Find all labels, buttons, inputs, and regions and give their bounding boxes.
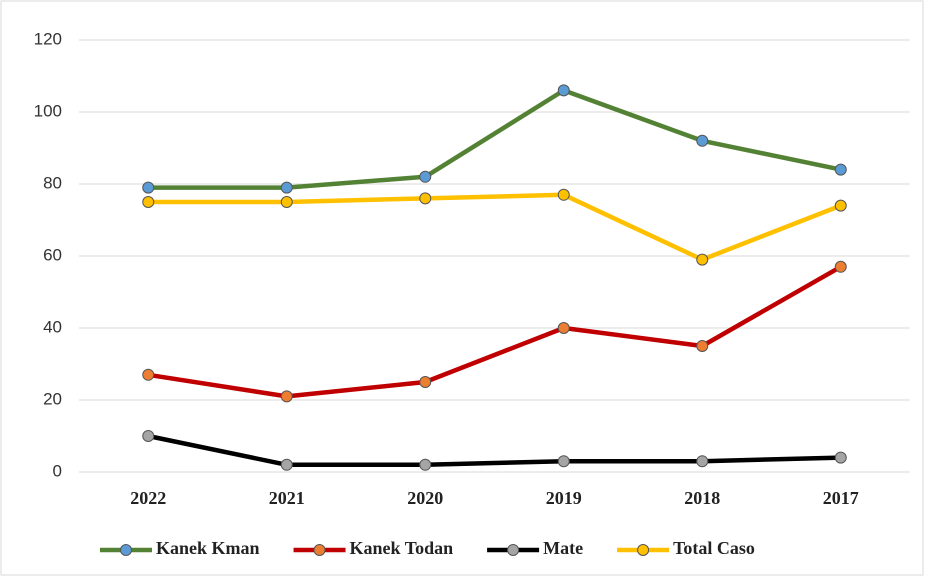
point-marker [280,458,293,471]
x-tick-label: 2018 [684,488,720,508]
y-tick-label: 100 [34,101,62,120]
y-tick-label: 20 [43,389,62,408]
point-marker [142,430,155,442]
series-line [148,192,842,262]
point-marker [280,390,293,403]
legend-label: Kanek Kman [156,538,260,558]
point-marker [834,451,847,464]
x-tick-label: 2017 [823,488,859,508]
legend-label: Total Caso [673,538,755,558]
series-line [147,264,842,399]
point-marker [834,199,847,212]
x-tick-label: 2021 [269,488,305,508]
legend-marker [507,544,520,556]
point-marker [142,196,155,208]
legend-label: Kanek Todan [350,538,454,558]
point-marker [557,322,570,334]
point-marker [142,181,155,194]
point-marker [696,134,709,147]
point-marker [419,192,432,205]
y-tick-label: 60 [43,245,62,264]
x-tick-label: 2019 [546,488,582,508]
point-marker [280,196,293,208]
y-tick-label: 40 [43,317,62,336]
y-tick-label: 80 [43,173,62,192]
legend-marker [637,544,650,556]
point-marker [557,188,570,201]
legend-label: Mate [543,538,583,558]
point-marker [696,253,709,266]
series-line [147,433,841,468]
legend-marker [120,544,132,556]
series-line [148,88,842,190]
point-marker [419,170,432,183]
point-marker [834,260,847,273]
point-marker [696,340,709,352]
point-marker [834,163,847,176]
point-marker [280,181,293,194]
point-marker [142,368,155,381]
y-tick-label: 120 [34,29,62,48]
point-marker [419,376,432,388]
point-marker [696,455,709,468]
point-marker [557,455,570,468]
y-tick-label: 0 [53,461,62,480]
point-marker [419,458,432,471]
legend-marker [313,544,326,556]
x-tick-label: 2020 [407,488,443,508]
point-marker [557,84,570,97]
x-tick-label: 2022 [130,488,166,508]
